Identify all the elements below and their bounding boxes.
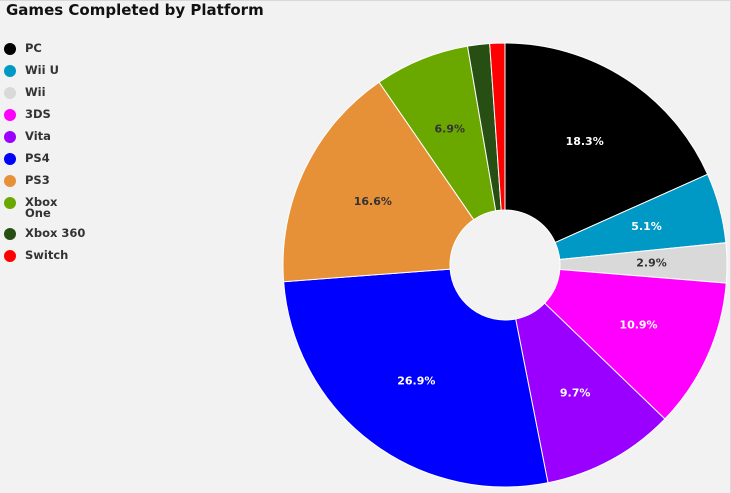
- slice-pc[interactable]: [504, 42, 709, 244]
- legend-marker: [4, 131, 16, 143]
- legend-item-wii[interactable]: Wii: [4, 85, 114, 100]
- legend-item-pc[interactable]: PC: [4, 41, 114, 56]
- legend-label: 3DS: [25, 107, 51, 121]
- legend-marker: [4, 228, 16, 240]
- legend-item-3ds[interactable]: 3DS: [4, 107, 114, 122]
- legend-marker: [4, 250, 16, 262]
- legend-item-wii-u[interactable]: Wii U: [4, 63, 114, 78]
- slice-ps4[interactable]: [283, 268, 549, 488]
- legend-label: PC: [25, 41, 42, 55]
- chart-title: Games Completed by Platform: [6, 1, 264, 19]
- slice-label-ps4: 26.9%: [397, 375, 435, 388]
- slice-3ds[interactable]: [543, 268, 727, 420]
- legend-label: Xbox 360: [25, 226, 86, 240]
- legend-label: PS4: [25, 151, 50, 165]
- slice-label-pc: 18.3%: [566, 135, 604, 148]
- legend-marker: [4, 153, 16, 165]
- legend-marker: [4, 197, 16, 209]
- slice-label-wii-u: 5.1%: [631, 220, 662, 233]
- legend-marker: [4, 175, 16, 187]
- legend-marker: [4, 109, 16, 121]
- legend-item-xbox-360[interactable]: Xbox 360: [4, 226, 114, 241]
- legend-marker: [4, 87, 16, 99]
- legend-item-switch[interactable]: Switch: [4, 248, 114, 263]
- slice-label-xbox-one: 6.9%: [435, 122, 466, 135]
- legend-label: PS3: [25, 173, 50, 187]
- legend-label: Vita: [25, 129, 51, 143]
- slice-label-ps3: 16.6%: [354, 195, 392, 208]
- legend: PC Wii U Wii 3DS Vita PS4 PS3 Xbox One: [4, 41, 114, 270]
- slice-label-wii: 2.9%: [636, 257, 667, 270]
- slice-vita[interactable]: [515, 302, 666, 484]
- slice-label-vita: 9.7%: [560, 387, 591, 400]
- legend-item-ps3[interactable]: PS3: [4, 173, 114, 188]
- legend-item-ps4[interactable]: PS4: [4, 151, 114, 166]
- legend-label: Switch: [25, 248, 69, 262]
- legend-label: Xbox One: [25, 195, 58, 220]
- slice-ps3[interactable]: [282, 81, 475, 283]
- slice-label-3ds: 10.9%: [619, 318, 657, 331]
- legend-label: Wii U: [25, 63, 59, 77]
- legend-marker: [4, 43, 16, 55]
- legend-marker: [4, 65, 16, 77]
- slice-switch[interactable]: [489, 42, 506, 211]
- legend-item-vita[interactable]: Vita: [4, 129, 114, 144]
- legend-item-xbox-one[interactable]: Xbox One: [4, 195, 114, 219]
- legend-label: Wii: [25, 85, 46, 99]
